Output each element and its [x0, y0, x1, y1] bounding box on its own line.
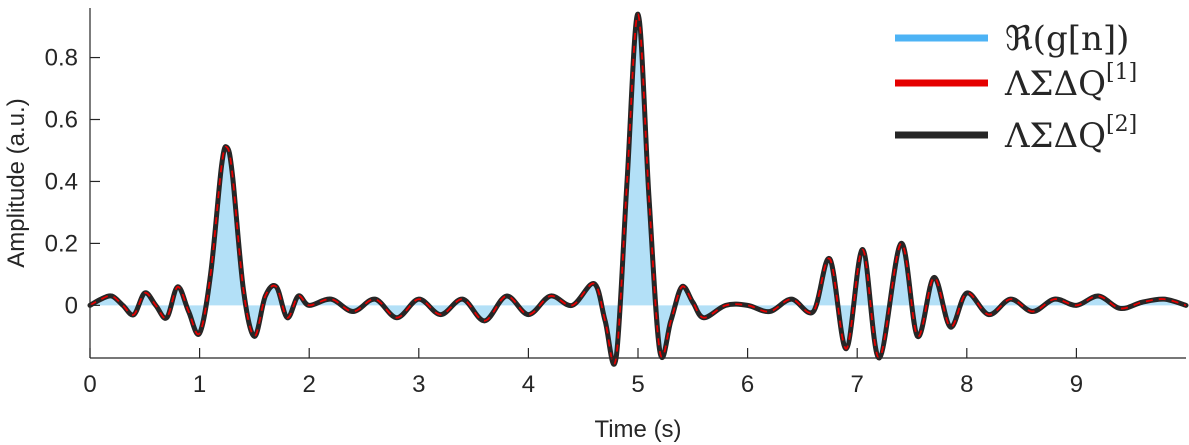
x-tick-label: 5	[631, 371, 644, 398]
legend: ℜ(g[n])ΛΣΔQ[1] ΛΣΔQ[2]	[895, 19, 1137, 156]
y-tick-label: 0.8	[45, 45, 78, 72]
x-tick-label: 7	[851, 371, 864, 398]
y-tick-label: 0.2	[45, 230, 78, 257]
x-tick-label: 4	[522, 371, 535, 398]
x-tick-label: 9	[1070, 371, 1083, 398]
series-lsdq1-line	[89, 13, 1187, 366]
y-tick-label: 0.4	[45, 168, 78, 195]
series-re-g-fill	[90, 14, 1186, 365]
legend-item: ℜ(g[n])	[895, 19, 1129, 59]
legend-superscript: [2]	[1106, 112, 1137, 137]
y-tick-label: 0.6	[45, 107, 78, 134]
x-tick-label: 3	[412, 371, 425, 398]
legend-label: ℜ(g[n])	[1005, 19, 1129, 59]
x-tick-label: 2	[303, 371, 316, 398]
x-tick-label: 0	[83, 371, 96, 398]
y-axis: 0 0.2 0.4 0.6 0.8	[45, 8, 100, 358]
x-axis-title: Time (s)	[594, 416, 681, 443]
x-tick-label: 1	[193, 371, 206, 398]
y-tick-label: 0	[65, 292, 78, 319]
x-tick-label: 8	[960, 371, 973, 398]
legend-label: ΛΣΔQ[1]	[1004, 60, 1137, 104]
legend-item: ΛΣΔQ[1]	[895, 60, 1137, 104]
legend-item: ΛΣΔQ[2]	[895, 112, 1137, 156]
legend-label: ΛΣΔQ[2]	[1004, 112, 1137, 156]
y-axis-title: Amplitude (a.u.)	[3, 98, 30, 267]
x-axis: 0 1 2 3 4 5 6 7 8 9	[83, 348, 1186, 398]
legend-superscript: [1]	[1106, 60, 1137, 85]
x-tick-label: 6	[741, 371, 754, 398]
plot-area	[87, 11, 1189, 367]
